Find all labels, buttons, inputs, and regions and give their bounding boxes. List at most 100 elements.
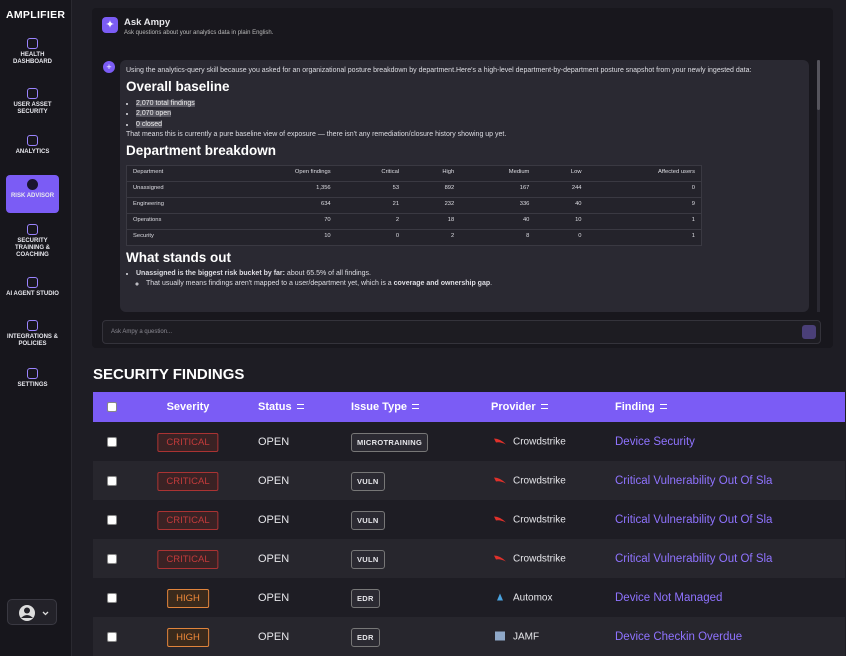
finding-row[interactable]: CRITICAL OPEN VULN Crowdstrike Critical Vuln… — [93, 539, 845, 578]
cell: 53 — [336, 181, 406, 198]
row-checkbox[interactable] — [107, 436, 117, 447]
filter-icon[interactable] — [296, 404, 304, 409]
findings-title: SECURITY FINDINGS — [93, 366, 245, 383]
strong: Unassigned is the biggest risk bucket by… — [136, 269, 285, 277]
filter-icon[interactable] — [412, 404, 420, 409]
cell: 0 — [336, 229, 406, 246]
sidebar: AMPLIFIER HEALTH DASHBOARD USER ASSET SEC… — [0, 0, 72, 656]
finding-link[interactable]: Critical Vulnerability Out Of Sla — [615, 474, 773, 487]
nav-icon — [27, 368, 38, 379]
header-label: Status — [258, 401, 292, 413]
cell: 634 — [226, 197, 337, 214]
issue-type-tag: MICROTRAINING — [351, 432, 429, 452]
finding-row[interactable]: HIGH OPEN EDR Automox Device Not Managed — [93, 578, 845, 617]
cell: 10 — [226, 229, 337, 246]
column-header: Medium — [460, 165, 536, 182]
cell: 10 — [535, 213, 588, 230]
row-checkbox[interactable] — [107, 475, 117, 486]
nav-item[interactable]: ANALYTICS — [6, 131, 59, 156]
cell: 2 — [405, 229, 461, 246]
nav-item[interactable]: INTEGRATIONS & POLICIES — [6, 316, 59, 348]
finding-row[interactable]: CRITICAL OPEN MICROTRAINING Crowdstrike Devi… — [93, 422, 845, 461]
row-checkbox[interactable] — [107, 553, 117, 564]
issue-type-tag: EDR — [351, 627, 380, 647]
issue-type-cell: VULN — [351, 549, 385, 569]
filter-icon[interactable] — [540, 404, 548, 409]
cell: Operations — [126, 213, 227, 230]
status: OPEN — [258, 474, 290, 487]
issue-type-tag: VULN — [351, 471, 385, 491]
nav-item[interactable]: HEALTH DASHBOARD — [6, 34, 59, 66]
finding-link[interactable]: Critical Vulnerability Out Of Sla — [615, 552, 773, 565]
finding-row[interactable]: CRITICAL OPEN VULN Crowdstrike Critical Vuln… — [93, 500, 845, 539]
send-button[interactable] — [802, 325, 816, 339]
row-checkbox[interactable] — [107, 592, 117, 603]
cell: 8 — [460, 229, 536, 246]
provider-name: Crowdstrike — [513, 475, 566, 486]
row-checkbox[interactable] — [107, 631, 117, 642]
assistant-message: Using the analytics-query skill because … — [120, 60, 809, 312]
finding-link[interactable]: Device Security — [615, 435, 695, 448]
nav-icon — [27, 88, 38, 99]
select-all-checkbox[interactable] — [107, 402, 117, 412]
cell: 21 — [336, 197, 406, 214]
column-header: Severity — [167, 401, 210, 413]
cell: 892 — [405, 181, 461, 198]
cell: Unassigned — [126, 181, 227, 198]
nav-label: INTEGRATIONS & POLICIES — [7, 334, 58, 348]
finding-row[interactable]: HIGH OPEN EDR JAMF Device Checkin Overdue — [93, 617, 845, 656]
provider-cell: Crowdstrike — [493, 514, 566, 525]
status: OPEN — [258, 435, 290, 448]
provider-cell: JAMF — [493, 631, 539, 642]
severity-cell: HIGH — [167, 588, 209, 608]
column-header[interactable]: Status — [258, 401, 304, 413]
cell: Engineering — [126, 197, 227, 214]
filter-icon[interactable] — [659, 404, 667, 409]
heading: Overall baseline — [126, 79, 230, 95]
bullet: 2,070 total findings — [136, 99, 803, 108]
severity-badge: CRITICAL — [157, 510, 219, 530]
nav-item[interactable]: SECURITY TRAINING & COACHING — [6, 220, 59, 260]
nav-icon — [27, 320, 38, 331]
scrollbar[interactable] — [817, 60, 820, 312]
nav-item[interactable]: AI AGENT STUDIO — [6, 273, 59, 298]
issue-type-tag: VULN — [351, 510, 385, 530]
ampy-icon: ✦ — [102, 17, 118, 33]
severity-badge: CRITICAL — [157, 471, 219, 491]
column-header[interactable]: Finding — [615, 401, 667, 413]
row-checkbox[interactable] — [107, 514, 117, 525]
nav-item[interactable]: RISK ADVISOR — [6, 175, 59, 213]
column-header[interactable]: Issue Type — [351, 401, 420, 413]
bullet: That usually means findings aren't mappe… — [146, 279, 803, 288]
issue-type-cell: VULN — [351, 471, 385, 491]
header-label: Severity — [166, 401, 210, 413]
bullet: 2,070 open — [136, 109, 803, 118]
question-input[interactable]: Ask Ampy a question... — [102, 320, 821, 344]
account-menu[interactable] — [7, 599, 57, 625]
header-label: Issue Type — [351, 401, 408, 413]
severity-cell: HIGH — [167, 627, 209, 647]
header-row: Severity Status Issue Type Provider Finding — [93, 392, 845, 422]
column-header: Critical — [336, 165, 406, 182]
header-label: Finding — [615, 401, 655, 413]
cell: 40 — [460, 213, 536, 230]
provider-cell: Crowdstrike — [493, 436, 566, 447]
cell: 244 — [535, 181, 588, 198]
provider-logo — [494, 555, 506, 561]
finding-row[interactable]: CRITICAL OPEN VULN Crowdstrike Critical Vuln… — [93, 461, 845, 500]
severity-badge: HIGH — [167, 627, 209, 647]
provider-name: Crowdstrike — [513, 553, 566, 564]
finding-link[interactable]: Device Checkin Overdue — [615, 630, 743, 643]
text: That usually means findings aren't mappe… — [146, 280, 394, 288]
nav-item[interactable]: USER ASSET SECURITY — [6, 84, 59, 116]
finding-link[interactable]: Critical Vulnerability Out Of Sla — [615, 513, 773, 526]
nav-item[interactable]: SETTINGS — [6, 364, 59, 389]
text: . — [490, 280, 493, 288]
severity-badge: CRITICAL — [157, 432, 219, 452]
finding-link[interactable]: Device Not Managed — [615, 591, 723, 604]
provider-cell: Automox — [493, 592, 552, 603]
issue-type-cell: EDR — [351, 588, 380, 608]
column-header[interactable]: Provider — [491, 401, 548, 413]
department-table: Department Open findings Critical High Mediu… — [126, 164, 702, 246]
cell: 18 — [405, 213, 461, 230]
